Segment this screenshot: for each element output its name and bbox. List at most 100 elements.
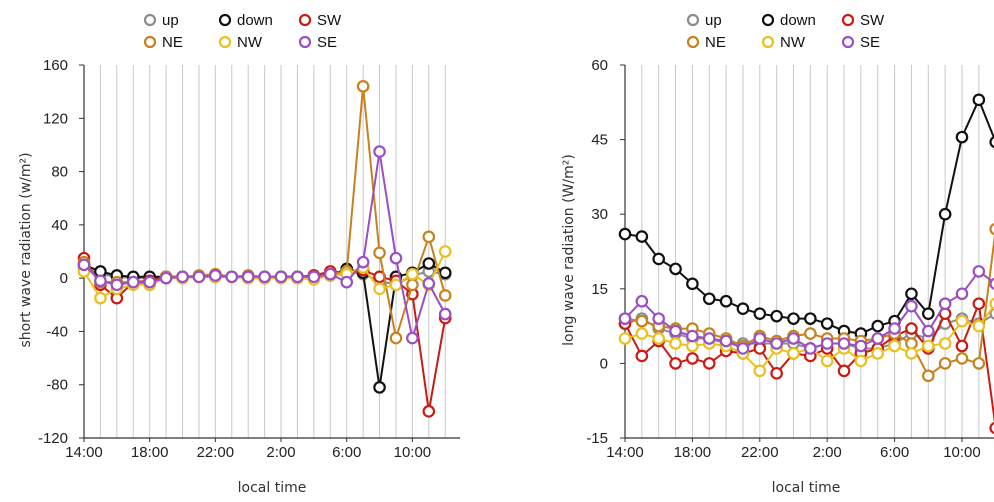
series-se (618, 265, 994, 355)
data-point-sw (837, 364, 851, 378)
legend-marker (143, 13, 157, 27)
data-point-nw (652, 332, 665, 345)
data-point-se (438, 307, 452, 321)
data-point-se (241, 270, 255, 284)
data-point-se (373, 145, 386, 158)
y-tick-label: -80 (46, 377, 68, 394)
data-point-nw (753, 364, 767, 378)
data-point-nw (888, 339, 901, 353)
y-tick-label: 15 (591, 281, 608, 298)
data-point-se (921, 324, 935, 338)
legend-label: down (780, 12, 816, 29)
x-tick-label: 10:00 (394, 444, 432, 461)
series-line-down (624, 97, 994, 335)
data-point-se (989, 277, 994, 290)
data-point-ne (921, 369, 935, 383)
legend-item-nw: NW (218, 34, 263, 51)
data-point-ne (972, 357, 986, 370)
data-point-ne (438, 289, 452, 302)
legend-marker (686, 35, 700, 49)
y-axis-title: long wave radiation (W/m²) (561, 154, 577, 346)
data-point-se (356, 255, 370, 269)
data-point-se (323, 267, 337, 281)
data-point-ne (905, 337, 918, 350)
legend-item-sw: SW (841, 12, 885, 29)
data-point-se (787, 332, 800, 345)
legend: up down SW NE NW SE (143, 12, 342, 51)
x-axis-title: local time (772, 480, 841, 496)
data-point-se (804, 342, 817, 355)
legend-marker (841, 35, 855, 49)
data-point-sw (770, 367, 783, 380)
data-point-se (225, 270, 239, 284)
x-tick-label: 6:00 (332, 444, 361, 461)
data-point-se (94, 274, 107, 288)
data-point-sw (972, 297, 986, 311)
x-tick-label: 6:00 (880, 444, 909, 461)
x-tick-label: 14:00 (65, 444, 103, 461)
legend-marker (298, 35, 312, 49)
data-point-se (871, 332, 885, 345)
data-point-se (77, 258, 91, 272)
data-point-nw (618, 332, 632, 345)
y-axis-title: short wave radiation (w/m²) (18, 152, 34, 347)
legend-item-down: down (218, 12, 273, 29)
data-point-se (618, 312, 632, 325)
data-point-se (972, 265, 986, 278)
y-tick-label: 0 (600, 355, 608, 372)
data-point-ne (356, 80, 370, 93)
data-point-sw (669, 357, 682, 370)
y-tick-label: 0 (60, 270, 68, 287)
data-point-down (669, 262, 682, 276)
data-point-ne (635, 314, 649, 328)
data-point-se (652, 312, 665, 325)
data-point-se (274, 270, 288, 284)
legend-marker (841, 13, 855, 27)
legend-label: up (162, 12, 179, 29)
legend-label: SE (860, 34, 880, 51)
data-point-down (955, 130, 969, 144)
data-point-down (905, 287, 918, 301)
data-point-se (192, 270, 206, 284)
data-point-nw (938, 337, 952, 350)
y-tick-label: 45 (591, 132, 608, 149)
data-point-se (635, 294, 649, 308)
legend-marker (218, 35, 232, 49)
legend-marker (143, 35, 157, 49)
data-point-sw (955, 339, 969, 353)
data-point-down (804, 312, 817, 325)
y-tick-label: 120 (43, 110, 68, 127)
y-tick-label: 30 (591, 206, 608, 223)
gridlines (624, 65, 980, 438)
plot-area (77, 80, 452, 418)
legend-label: NE (162, 34, 183, 51)
data-point-sw (753, 342, 767, 355)
data-point-nw (635, 327, 649, 340)
data-point-down (972, 93, 986, 107)
data-point-nw (972, 319, 986, 333)
data-point-se (307, 270, 321, 284)
data-point-se (406, 331, 419, 345)
data-point-nw (955, 314, 969, 328)
data-point-down (938, 207, 952, 221)
legend-item-sw: SW (298, 12, 342, 29)
data-point-se (702, 332, 716, 345)
x-tick-label: 22:00 (197, 444, 235, 461)
y-tick-label: -120 (38, 430, 68, 447)
data-point-se (291, 270, 304, 284)
data-point-nw (373, 282, 386, 296)
legend-marker (298, 13, 312, 27)
data-point-se (719, 334, 733, 348)
data-point-nw (854, 354, 868, 368)
data-point-se (143, 275, 156, 289)
data-point-sw (989, 421, 994, 435)
data-point-se (258, 270, 271, 284)
data-point-se (110, 278, 124, 292)
data-point-up (989, 307, 994, 320)
data-point-nw (438, 245, 452, 258)
data-point-down (770, 309, 783, 323)
data-point-se (159, 271, 173, 285)
data-point-nw (820, 354, 834, 368)
axes: -15 0 15 30 45 60 14:00 18:00 22:00 2:00 6:00 10:00 (586, 57, 994, 461)
